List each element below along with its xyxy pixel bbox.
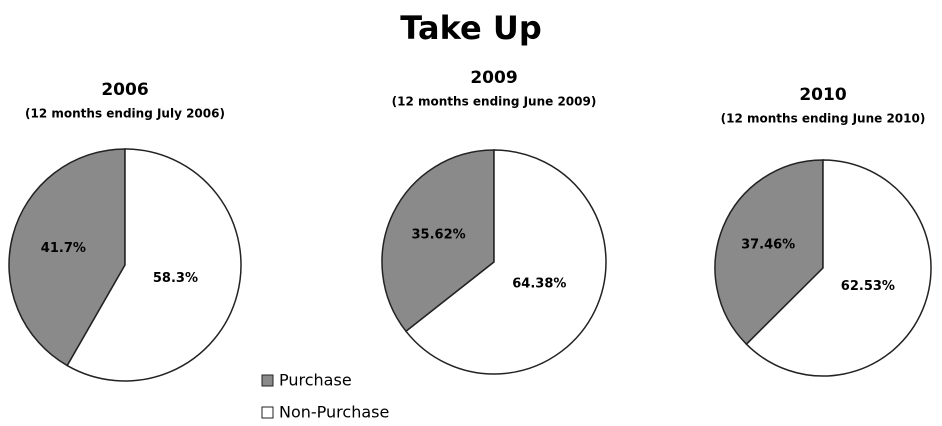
pie-slice	[381, 149, 495, 333]
legend-label: Non-Purchase	[279, 403, 389, 422]
slice-label: 35.62%	[412, 228, 466, 243]
slice-label: 41.7%	[41, 241, 86, 256]
slice-label: 62.53%	[841, 279, 895, 294]
legend-swatch	[261, 406, 274, 419]
slice-label: 37.46%	[741, 238, 795, 253]
pie-title: 2006	[101, 80, 148, 100]
pie-slice	[404, 149, 607, 375]
pie-title: 2009	[470, 68, 517, 88]
pie-subtitle: (12 months ending June 2009)	[392, 95, 597, 109]
pie-slice	[714, 159, 824, 346]
pie-subtitle: (12 months ending July 2006)	[25, 107, 225, 121]
pie-slice	[745, 159, 932, 377]
pie-title: 2010	[799, 85, 846, 105]
pie-slice	[8, 148, 126, 367]
pie-subtitle: (12 months ending June 2010)	[721, 112, 926, 126]
legend-label: Purchase	[279, 371, 352, 390]
slice-label: 58.3%	[153, 271, 198, 286]
legend-swatch	[261, 374, 274, 387]
main-title: Take Up	[400, 9, 541, 47]
pie-slice	[66, 148, 242, 382]
slice-label: 64.38%	[512, 277, 566, 292]
